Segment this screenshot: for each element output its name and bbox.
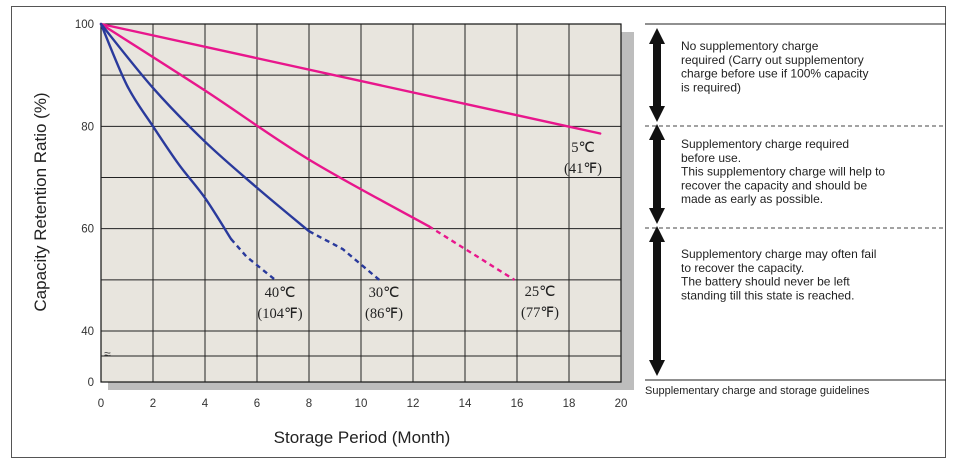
x-tick-labels: 0 2 4 6 8 10 12 14 16 18 20	[98, 398, 628, 410]
series-label: (77℉)	[521, 305, 559, 321]
y-tick-labels: 100 80 60 40 0	[75, 19, 94, 389]
series-line-3	[99, 22, 311, 233]
zone-text-line: made as early as possible.	[681, 192, 823, 206]
x-tick-label: 16	[511, 398, 524, 410]
series-label: (104℉)	[257, 306, 302, 322]
x-tick-label: 6	[254, 398, 260, 410]
series-dashed-4	[230, 238, 276, 281]
series-line-1	[99, 22, 602, 135]
series-label: (41℉)	[564, 161, 602, 177]
zone-text-line: to recover the capacity.	[681, 261, 804, 275]
x-tick-label: 4	[202, 398, 209, 410]
y-axis-title: Capacity Retention Ratio (%)	[31, 92, 50, 311]
zone-arrow-3	[649, 226, 665, 376]
x-tick-label: 2	[150, 398, 156, 410]
zone-text-line: standing till this state is reached.	[681, 288, 854, 302]
axis-break-symbol: ≈	[104, 347, 111, 361]
grid	[101, 24, 621, 382]
zone-text-line: before use.	[681, 151, 741, 165]
zone-arrow-2	[649, 124, 665, 224]
zone-text-line: This supplementory charge will help to	[681, 165, 885, 179]
zone-arrow-1	[649, 28, 665, 122]
zone-text-line: required (Carry out supplementory	[681, 53, 864, 67]
x-tick-label: 14	[459, 398, 472, 410]
x-tick-label: 10	[355, 398, 368, 410]
series-label: 40℃	[265, 285, 296, 301]
x-tick-label: 8	[306, 398, 312, 410]
zone-text-line: recover the capacity and should be	[681, 178, 867, 192]
zone-text-line: No supplementory charge	[681, 39, 819, 53]
series-labels: 5℃ (41℉) 25℃ (77℉) 30℃ (86℉) 40℃ (104℉)	[257, 140, 602, 322]
series-layer	[99, 22, 602, 281]
y-tick-label: 0	[88, 377, 94, 389]
series-dashed-2	[427, 225, 516, 281]
x-axis-title: Storage Period (Month)	[274, 428, 451, 447]
zone-text-line: charge before use if 100% capacity	[681, 67, 868, 81]
zone-text-line: The battery should never be left	[681, 275, 850, 289]
panel-caption: Supplementary charge and storage guideli…	[645, 385, 870, 397]
y-tick-label: 80	[81, 121, 94, 133]
zone-text-line: Supplementory charge may often fail	[681, 247, 876, 261]
zone-text-line: is required)	[681, 80, 741, 94]
x-tick-label: 20	[615, 398, 628, 410]
x-tick-label: 12	[407, 398, 420, 410]
series-line-2	[99, 22, 430, 228]
series-label: (86℉)	[365, 306, 403, 322]
figure-frame	[11, 6, 946, 458]
series-label: 25℃	[525, 284, 556, 300]
series-dashed-3	[308, 230, 380, 281]
y-tick-label: 40	[81, 326, 94, 338]
series-label: 5℃	[571, 140, 595, 156]
x-tick-label: 18	[563, 398, 576, 410]
series-label: 30℃	[369, 285, 400, 301]
y-tick-label: 100	[75, 19, 94, 31]
zone-text-line: Supplementory charge required	[681, 137, 849, 151]
y-tick-label: 60	[81, 224, 94, 236]
x-tick-label: 0	[98, 398, 104, 410]
series-line-4	[99, 22, 233, 241]
